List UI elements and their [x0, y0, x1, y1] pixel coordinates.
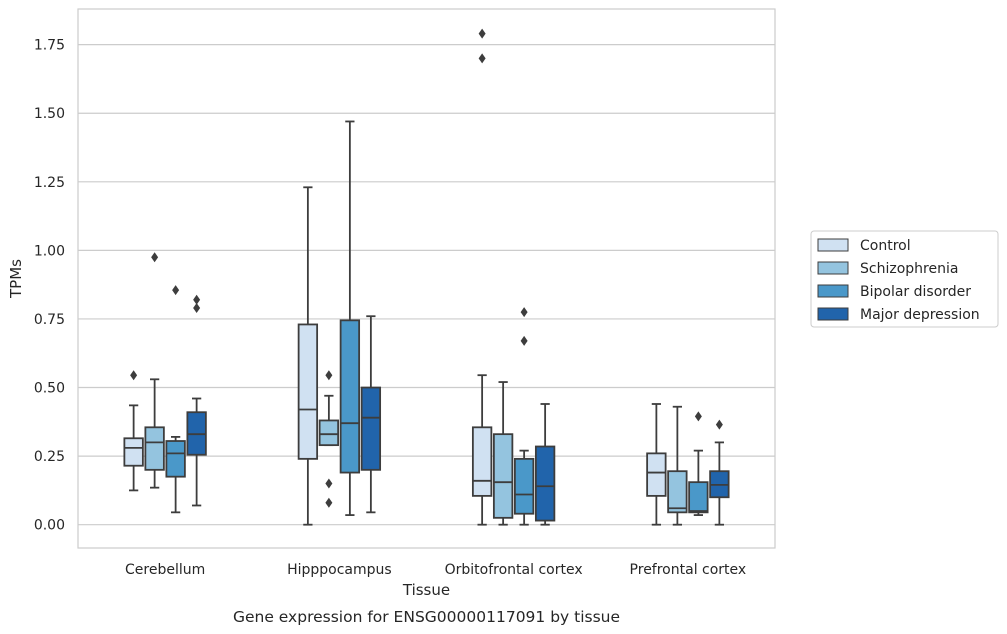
- y-axis-ticks: 0.00 0.25 0.50 0.75 1.00 1.25 1.50 1.75: [34, 38, 65, 534]
- grid: [78, 44, 775, 526]
- box: [471, 28, 493, 526]
- box: [144, 252, 165, 489]
- box-iqr: [513, 457, 535, 515]
- y-tick-label: 0.25: [34, 449, 65, 465]
- box-iqr: [646, 452, 667, 497]
- outlier-point: [325, 478, 333, 489]
- y-tick-label: 0.00: [34, 518, 65, 534]
- outlier-point: [694, 411, 702, 422]
- outlier-point: [520, 335, 528, 346]
- legend-swatch: [817, 238, 849, 252]
- box: [165, 285, 186, 514]
- box-iqr: [534, 445, 556, 522]
- legend-frame: [810, 230, 999, 328]
- box: [318, 370, 340, 508]
- box-iqr: [339, 319, 361, 474]
- figure-caption: Gene expression for ENSG00000117091 by t…: [233, 608, 620, 626]
- box: [534, 403, 556, 526]
- box-iqr: [492, 433, 514, 519]
- outlier-point: [520, 307, 528, 318]
- box-iqr: [688, 481, 709, 514]
- outlier-point: [193, 302, 201, 313]
- box: [123, 370, 144, 492]
- legend-swatch: [817, 284, 849, 298]
- box: [513, 307, 535, 526]
- box-iqr: [318, 419, 340, 447]
- box-iqr: [471, 426, 493, 497]
- x-tick-label: Prefrontal cortex: [630, 562, 747, 578]
- y-tick-label: 1.00: [34, 243, 65, 259]
- legend-swatch: [817, 261, 849, 275]
- box: [688, 411, 709, 516]
- x-tick-label: Hipppocampus: [287, 562, 392, 578]
- outlier-point: [715, 419, 723, 430]
- plot-frame: [77, 8, 776, 549]
- box: [492, 381, 514, 526]
- box: [186, 294, 207, 507]
- legend-label: Schizophrenia: [860, 261, 958, 277]
- box-iqr: [123, 437, 144, 467]
- box-iqr: [144, 426, 165, 471]
- y-tick-label: 0.75: [34, 312, 65, 328]
- boxes: [123, 28, 730, 526]
- box: [646, 403, 667, 526]
- y-tick-label: 1.75: [34, 38, 65, 54]
- y-tick-label: 1.25: [34, 175, 65, 191]
- legend: Control Schizophrenia Bipolar disorder Majo…: [810, 230, 999, 328]
- box-iqr: [667, 470, 688, 514]
- outlier-point: [478, 28, 486, 39]
- legend-label: Bipolar disorder: [860, 284, 971, 300]
- outlier-point: [172, 285, 180, 296]
- box-iqr: [165, 440, 186, 478]
- box-iqr: [297, 323, 319, 460]
- box-iqr: [360, 386, 382, 471]
- y-axis-label: TPMs: [7, 259, 25, 299]
- x-axis-label: Tissue: [402, 581, 450, 599]
- box: [709, 419, 730, 526]
- y-tick-label: 0.50: [34, 381, 65, 397]
- box: [360, 315, 382, 514]
- x-axis-ticks: Cerebellum Hipppocampus Orbitofrontal cort…: [125, 562, 746, 578]
- outlier-point: [478, 53, 486, 64]
- outlier-point: [151, 252, 159, 263]
- outlier-point: [130, 370, 138, 381]
- outlier-point: [325, 497, 333, 508]
- box: [667, 405, 688, 526]
- outlier-point: [193, 294, 201, 305]
- box: [297, 186, 319, 526]
- y-tick-label: 1.50: [34, 106, 65, 122]
- legend-label: Major depression: [860, 307, 980, 323]
- outlier-point: [325, 370, 333, 381]
- legend-label: Control: [860, 238, 911, 254]
- legend-swatch: [817, 307, 849, 321]
- x-tick-label: Cerebellum: [125, 562, 205, 578]
- x-tick-label: Orbitofrontal cortex: [445, 562, 583, 578]
- box: [339, 120, 361, 516]
